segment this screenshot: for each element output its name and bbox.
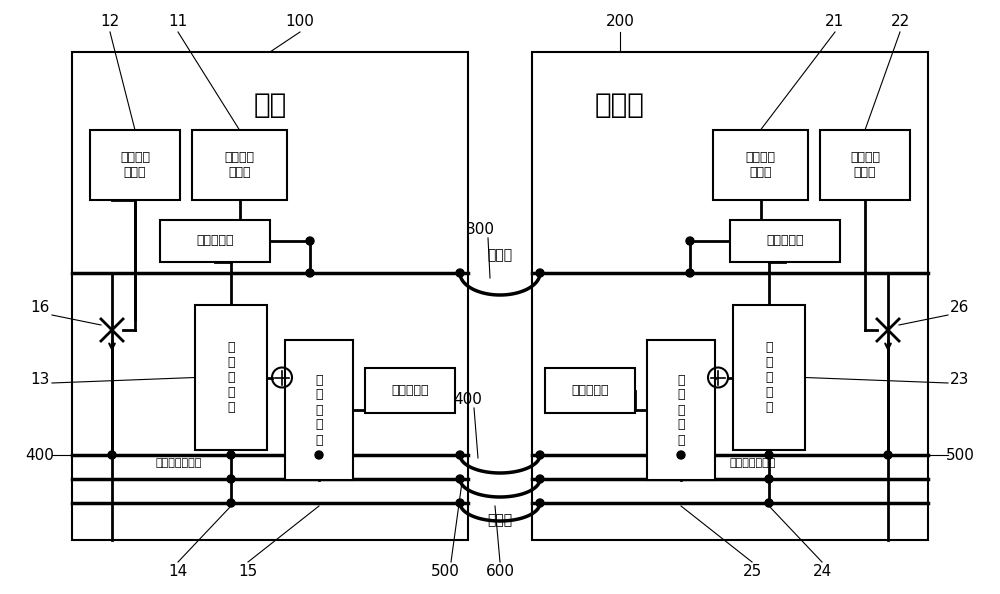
Circle shape: [456, 499, 464, 507]
Text: 第
一
作
用
阀: 第 一 作 用 阀: [315, 374, 323, 447]
Circle shape: [765, 499, 773, 507]
Text: 25: 25: [742, 564, 762, 580]
Text: 600: 600: [486, 564, 514, 580]
Circle shape: [765, 451, 773, 459]
Circle shape: [686, 237, 694, 245]
Text: 第一自动
控制阀: 第一自动 控制阀: [224, 151, 254, 179]
Text: 22: 22: [890, 14, 910, 30]
Text: 500: 500: [946, 447, 974, 463]
Text: 11: 11: [168, 14, 188, 30]
Circle shape: [227, 499, 235, 507]
Text: 总风管: 总风管: [487, 513, 513, 527]
Text: 21: 21: [825, 14, 845, 30]
Circle shape: [227, 451, 235, 459]
Bar: [365, 368, 455, 413]
Circle shape: [108, 451, 116, 459]
Circle shape: [884, 451, 892, 459]
Bar: [90, 130, 180, 200]
Circle shape: [227, 475, 235, 483]
Circle shape: [315, 451, 323, 459]
Bar: [545, 368, 635, 413]
Bar: [192, 130, 287, 200]
Bar: [820, 130, 910, 200]
Circle shape: [536, 499, 544, 507]
Text: 24: 24: [812, 564, 832, 580]
Circle shape: [536, 475, 544, 483]
Bar: [733, 305, 805, 450]
Text: 第二制动缸: 第二制动缸: [571, 384, 609, 397]
Circle shape: [536, 451, 544, 459]
Bar: [647, 340, 715, 480]
Text: 列车管: 列车管: [487, 248, 513, 262]
Circle shape: [686, 269, 694, 277]
Text: 第一制动缸: 第一制动缸: [391, 384, 429, 397]
Text: 第二自动
控制阀: 第二自动 控制阀: [746, 151, 776, 179]
Bar: [713, 130, 808, 200]
Circle shape: [456, 475, 464, 483]
Circle shape: [456, 451, 464, 459]
Bar: [160, 220, 270, 262]
Bar: [730, 220, 840, 262]
Text: 第二单独
控制阀: 第二单独 控制阀: [850, 151, 880, 179]
Text: 400: 400: [454, 393, 482, 407]
Circle shape: [677, 451, 685, 459]
Text: 第
二
分
配
阀: 第 二 分 配 阀: [765, 341, 773, 414]
Text: 第一单独
控制阀: 第一单独 控制阀: [120, 151, 150, 179]
Circle shape: [306, 269, 314, 277]
Circle shape: [456, 269, 464, 277]
Bar: [532, 52, 928, 540]
Text: 500: 500: [431, 564, 459, 580]
Text: 第二单独制动管: 第二单独制动管: [730, 458, 776, 468]
Circle shape: [536, 269, 544, 277]
Text: 第二中继阀: 第二中继阀: [766, 235, 804, 248]
Text: 作业车: 作业车: [595, 91, 645, 119]
Text: 第
二
作
用
阀: 第 二 作 用 阀: [677, 374, 685, 447]
Text: 第一单独制动管: 第一单独制动管: [155, 458, 201, 468]
Circle shape: [306, 237, 314, 245]
Text: 14: 14: [168, 564, 188, 580]
Text: 第
一
分
配
阀: 第 一 分 配 阀: [227, 341, 235, 414]
Text: 16: 16: [30, 301, 50, 315]
Bar: [195, 305, 267, 450]
Text: 26: 26: [950, 301, 970, 315]
Circle shape: [765, 475, 773, 483]
Text: 300: 300: [466, 223, 494, 238]
Text: 200: 200: [606, 14, 634, 30]
Bar: [72, 52, 468, 540]
Text: 第一中继阀: 第一中继阀: [196, 235, 234, 248]
Text: 400: 400: [26, 447, 54, 463]
Text: 12: 12: [100, 14, 120, 30]
Text: 15: 15: [238, 564, 258, 580]
Text: 13: 13: [30, 372, 50, 387]
Text: 23: 23: [950, 372, 970, 387]
Text: 机车: 机车: [253, 91, 287, 119]
Bar: [285, 340, 353, 480]
Text: 100: 100: [286, 14, 314, 30]
